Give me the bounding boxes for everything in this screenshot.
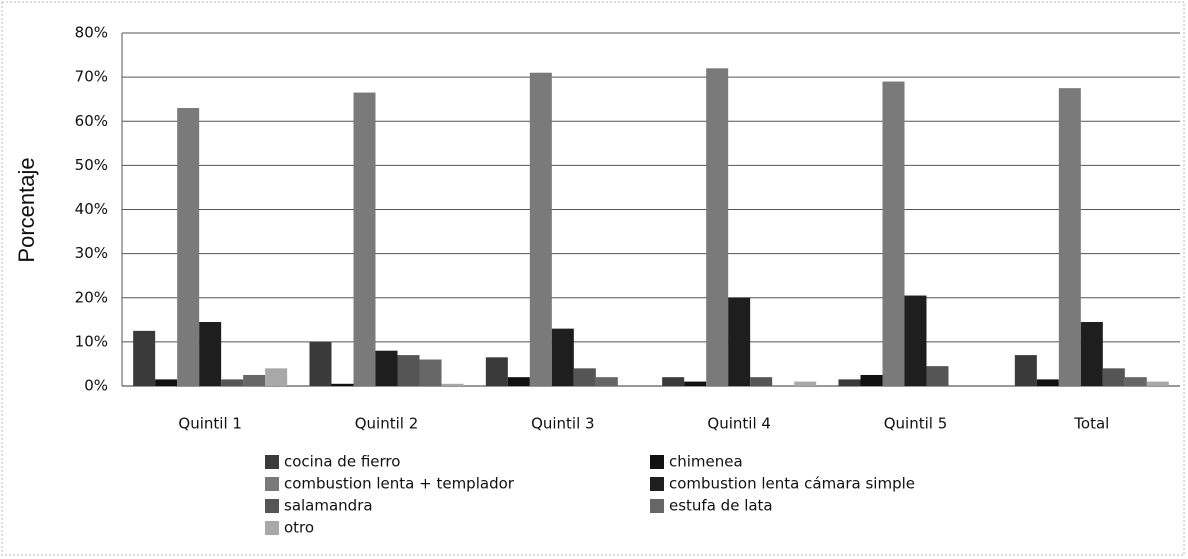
legend-swatch — [650, 499, 664, 513]
y-tick-label: 30% — [75, 244, 108, 262]
bar — [1014, 355, 1037, 386]
bar — [904, 295, 927, 386]
bar — [706, 68, 729, 387]
legend-label: combustion lenta + templador — [284, 475, 515, 493]
bar — [794, 381, 817, 386]
bar — [375, 350, 398, 386]
bar — [309, 341, 332, 386]
bar — [221, 379, 244, 386]
bar — [1124, 377, 1147, 386]
legend-label: salamandra — [284, 497, 373, 515]
bar — [573, 368, 596, 386]
bar — [1080, 322, 1103, 386]
y-tick-label: 10% — [75, 332, 108, 350]
bar — [1146, 381, 1169, 386]
bar — [133, 330, 156, 386]
bar — [507, 377, 530, 386]
bar — [750, 377, 773, 386]
bar — [265, 368, 288, 386]
bar — [243, 374, 266, 386]
y-tick-label: 20% — [75, 288, 108, 306]
legend-swatch — [265, 499, 279, 513]
bar — [662, 377, 685, 386]
legend-label: chimenea — [669, 453, 743, 471]
legend-swatch — [265, 521, 279, 535]
y-axis-label: Porcentaje — [14, 157, 39, 262]
bar — [551, 328, 574, 386]
bar — [838, 379, 861, 386]
y-tick-label: 60% — [75, 112, 108, 130]
bar — [353, 92, 376, 386]
legend-swatch — [265, 455, 279, 469]
y-tick-label: 0% — [84, 377, 108, 395]
x-tick-label: Total — [1073, 415, 1109, 433]
bar — [177, 108, 200, 386]
bar — [860, 374, 883, 386]
legend-label: otro — [284, 519, 314, 537]
x-tick-label: Quintil 2 — [355, 415, 419, 433]
legend-label: combustion lenta cámara simple — [669, 475, 915, 493]
bar — [529, 72, 552, 387]
y-tick-label: 80% — [75, 24, 108, 42]
x-tick-label: Quintil 1 — [178, 415, 242, 433]
y-tick-label: 50% — [75, 156, 108, 174]
bar — [397, 355, 420, 386]
y-tick-label: 40% — [75, 200, 108, 218]
bar — [199, 322, 222, 386]
bar — [926, 366, 949, 386]
bar — [1058, 88, 1081, 386]
legend-label: cocina de fierro — [284, 453, 400, 471]
legend-label: estufa de lata — [669, 497, 773, 515]
bar — [882, 81, 905, 386]
bar — [595, 377, 618, 386]
x-tick-label: Quintil 5 — [884, 415, 948, 433]
bar — [419, 359, 442, 386]
legend-swatch — [265, 477, 279, 491]
y-tick-label: 70% — [75, 68, 108, 86]
bar — [331, 383, 354, 386]
bar — [684, 381, 707, 386]
bar — [441, 383, 464, 386]
bar — [728, 297, 751, 386]
x-tick-label: Quintil 3 — [531, 415, 595, 433]
bar — [1102, 368, 1125, 386]
bar — [485, 357, 508, 386]
bar — [155, 379, 178, 386]
legend-swatch — [650, 477, 664, 491]
x-tick-label: Quintil 4 — [707, 415, 771, 433]
bar — [1036, 379, 1059, 386]
legend-swatch — [650, 455, 664, 469]
